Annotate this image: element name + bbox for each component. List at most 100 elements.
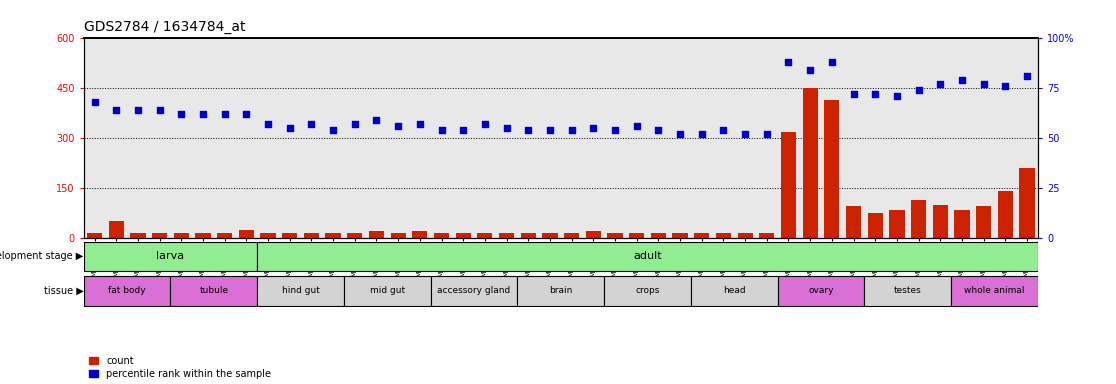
Bar (691, 276, 778, 306)
Bar (326, 233, 340, 238)
Bar (781, 132, 796, 238)
Bar (108, 222, 124, 238)
Bar (260, 233, 276, 238)
Bar (152, 233, 167, 238)
Text: larva: larva (156, 251, 184, 262)
Bar (542, 233, 558, 238)
Bar (434, 233, 449, 238)
Bar (282, 233, 297, 238)
Bar (954, 210, 970, 238)
Point (389, 123, 407, 129)
Point (519, 127, 537, 133)
Point (498, 125, 516, 131)
Point (107, 107, 125, 113)
Text: testes: testes (894, 286, 922, 295)
Text: tubule: tubule (200, 286, 229, 295)
Point (302, 121, 320, 127)
Text: tissue ▶: tissue ▶ (44, 286, 84, 296)
Bar (391, 233, 406, 238)
Point (801, 67, 819, 73)
Bar (933, 205, 947, 238)
Text: hind gut: hind gut (281, 286, 319, 295)
Bar (564, 233, 579, 238)
Bar (651, 233, 666, 238)
Bar (715, 233, 731, 238)
Bar (521, 233, 536, 238)
Bar (84, 276, 171, 306)
Bar (344, 276, 431, 306)
Bar (369, 231, 384, 238)
Point (932, 81, 950, 88)
Legend: count, percentile rank within the sample: count, percentile rank within the sample (88, 356, 271, 379)
Bar (87, 233, 103, 238)
Bar (673, 233, 687, 238)
Point (433, 127, 451, 133)
Point (866, 91, 884, 98)
Bar (218, 233, 232, 238)
Point (541, 127, 559, 133)
Point (650, 127, 667, 133)
Bar (694, 233, 710, 238)
Text: mid gut: mid gut (369, 286, 405, 295)
Bar (607, 233, 623, 238)
Bar (586, 231, 600, 238)
Point (215, 111, 233, 118)
Bar (738, 233, 752, 238)
Text: development stage ▶: development stage ▶ (0, 251, 84, 262)
Bar (455, 233, 471, 238)
Point (129, 107, 147, 113)
Bar (889, 210, 904, 238)
Bar (174, 233, 189, 238)
Point (997, 83, 1014, 89)
Bar (347, 233, 363, 238)
Point (671, 131, 689, 137)
Text: crops: crops (635, 286, 660, 295)
Point (411, 121, 429, 127)
Bar (825, 100, 839, 238)
Bar (846, 207, 862, 238)
Point (194, 111, 212, 118)
Bar (499, 233, 514, 238)
Bar (802, 88, 818, 238)
Bar (195, 233, 211, 238)
Bar (976, 207, 991, 238)
Text: fat body: fat body (108, 286, 146, 295)
Point (822, 59, 840, 65)
Bar (629, 233, 644, 238)
Point (454, 127, 472, 133)
Point (693, 131, 711, 137)
Bar (257, 276, 344, 306)
Point (151, 107, 169, 113)
Bar (84, 242, 257, 271)
Bar (998, 192, 1013, 238)
Point (346, 121, 364, 127)
Point (281, 125, 299, 131)
Point (758, 131, 776, 137)
Text: ovary: ovary (808, 286, 834, 295)
Bar (865, 276, 951, 306)
Bar (867, 213, 883, 238)
Bar (257, 242, 1038, 271)
Point (86, 99, 104, 105)
Point (475, 121, 493, 127)
Point (737, 131, 754, 137)
Point (585, 125, 603, 131)
Text: GDS2784 / 1634784_at: GDS2784 / 1634784_at (84, 20, 246, 34)
Text: adult: adult (633, 251, 662, 262)
Point (562, 127, 580, 133)
Point (845, 91, 863, 98)
Text: accessory gland: accessory gland (437, 286, 511, 295)
Point (1018, 73, 1036, 79)
Point (238, 111, 256, 118)
Point (628, 123, 646, 129)
Bar (759, 233, 775, 238)
Point (324, 127, 341, 133)
Bar (171, 276, 257, 306)
Bar (304, 233, 319, 238)
Point (974, 81, 992, 88)
Point (172, 111, 190, 118)
Bar (604, 276, 691, 306)
Point (367, 117, 385, 123)
Point (953, 77, 971, 83)
Point (780, 59, 798, 65)
